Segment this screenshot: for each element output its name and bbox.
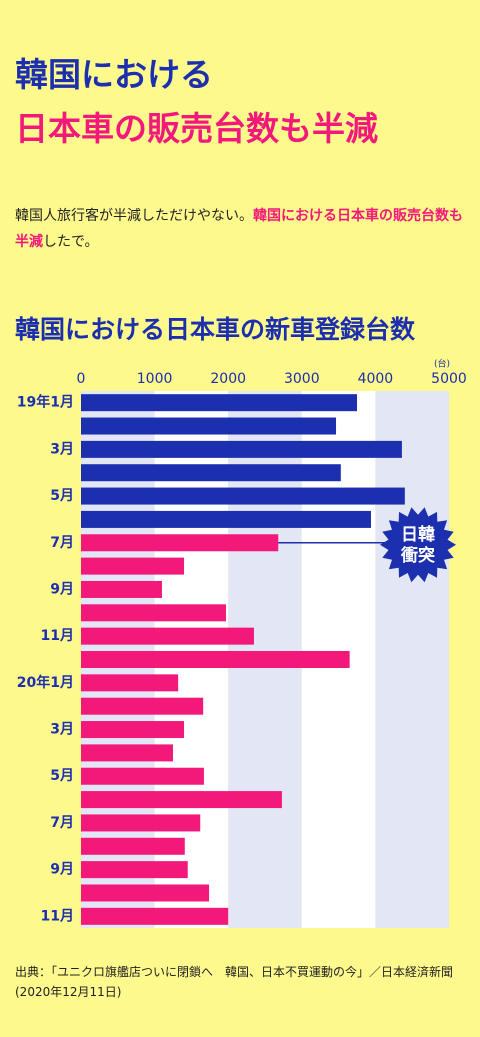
y-tick-label: 5月 [50,488,74,504]
chart-title: 韓国における日本車の新車登録台数 [15,315,416,344]
bar [81,510,371,528]
band [375,391,449,928]
chart: 0 1000 2000 3000 4000 5000(台) 19年1月 3月 5月 7月 9月 11月… [17,358,467,928]
annotation-badge [380,507,456,583]
bar [81,767,204,785]
y-tick-label: 7月 [50,535,74,551]
body-text: 韓国人旅行客が半減しただけやない。 [15,208,253,224]
bar [81,417,337,435]
bar [81,697,204,715]
y-tick-label: 3月 [50,722,74,738]
bar [81,487,405,505]
x-tick-label: 2000 [210,371,246,387]
annotation-text: 衝突 [400,545,435,566]
bar [81,674,179,692]
y-tick-label: 9月 [50,581,74,597]
bar [81,791,282,809]
x-tick-label: 3000 [284,371,320,387]
bar [81,884,210,902]
source-line: 出典：「ユニクロ旗艦店ついに閉鎖へ 韓国、日本不買運動の今」／日本経済新聞 [15,965,454,979]
bar [81,814,201,832]
bar [81,534,279,552]
y-tick-label: 9月 [50,862,74,878]
source: 出典：「ユニクロ旗艦店ついに閉鎖へ 韓国、日本不買運動の今」／日本経済新聞 (20… [15,962,453,1002]
bar [81,744,173,762]
y-tick-label: 5月 [50,768,74,784]
bar [81,464,341,482]
bar [81,440,402,458]
bar [81,627,254,645]
y-tick-label: 11月 [41,628,74,644]
body-text: したで。 [43,234,99,250]
bar [81,651,350,668]
body-text: 韓国人旅行客が半減しただけやない。韓国における日本車の販売台数も半減したで。 [15,203,467,255]
bar [81,557,185,575]
unit-label: (台) [434,358,450,370]
y-tick-label: 7月 [50,815,74,831]
x-tick-label: 1000 [137,371,173,387]
bar [81,721,185,739]
bar [81,907,229,925]
x-tick-label: 0 [77,371,86,387]
bar [81,861,188,879]
body-highlight: 韓国における日本車の販売台数も半減 [15,208,463,250]
y-tick-label: 20年1月 [17,674,74,691]
y-tick-label: 11月 [41,908,74,924]
title-line1: 韓国における [15,55,213,94]
source-line: (2020年12月11日) [15,985,122,999]
title-line2: 日本車の販売台数も半減 [15,109,378,148]
bar [81,580,162,598]
y-tick-label: 19年1月 [17,394,74,411]
bar [81,604,226,622]
annotation-text: 日韓 [401,524,435,545]
x-tick-label: 4000 [358,371,394,387]
x-tick-label: 5000 [431,371,467,387]
y-tick-label: 3月 [50,441,74,457]
bar [81,837,185,855]
bar [81,394,357,412]
